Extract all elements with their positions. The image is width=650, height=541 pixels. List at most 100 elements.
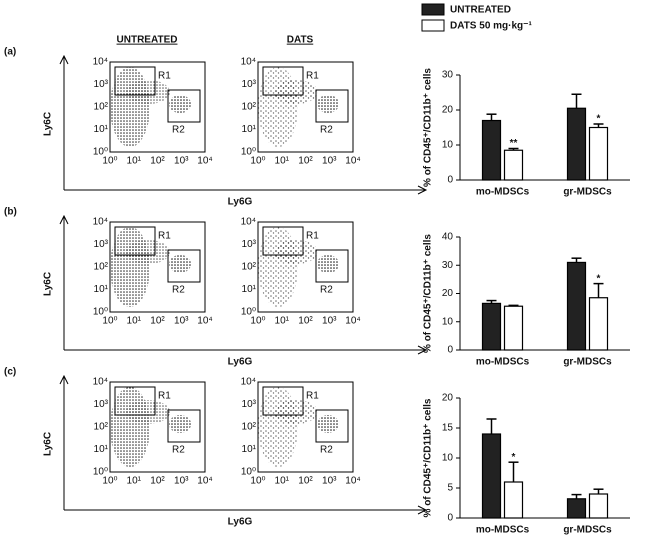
y-tick-label: 10⁴: [241, 377, 256, 388]
axis-arrow: [59, 214, 428, 355]
x-axis-label: Ly6G: [228, 197, 253, 208]
cell-cloud: [126, 400, 170, 424]
y-tick-label: 10³: [94, 79, 109, 90]
y-tick-label: 10⁴: [93, 377, 108, 388]
gate: [315, 409, 349, 443]
x-tick-label: 10⁴: [197, 156, 212, 167]
y-tick-label: 10¹: [94, 444, 109, 455]
y-tick-label: 10: [442, 140, 454, 151]
panel-label: (c): [4, 367, 16, 378]
y-tick-label: 0: [447, 175, 453, 186]
x-tick-label: 10²: [298, 316, 313, 327]
gate-label: R1: [306, 391, 319, 402]
x-tick-label: 10¹: [127, 316, 142, 327]
gate-label: R2: [172, 445, 185, 456]
gate-label: R1: [158, 391, 171, 402]
bar: [588, 493, 609, 519]
y-tick-label: 10¹: [242, 284, 257, 295]
y-tick-label: 5: [447, 483, 453, 494]
y-axis-label: % of CD45⁺/CD11b⁺ cells: [423, 398, 434, 517]
gate: [167, 249, 201, 283]
x-axis-label: Ly6G: [228, 517, 253, 528]
y-axis-label: % of CD45⁺/CD11b⁺ cells: [423, 234, 434, 353]
y-tick-label: 10⁰: [93, 467, 108, 478]
y-tick-label: 0: [447, 513, 453, 524]
bar: [503, 149, 524, 181]
cell-cluster: [169, 415, 191, 433]
legend-swatch: [421, 19, 445, 32]
y-tick-label: 10²: [242, 102, 257, 113]
gate-label: R1: [306, 231, 319, 242]
y-tick-label: 10²: [242, 422, 257, 433]
gate: [315, 89, 349, 123]
x-tick-label: gr-MDSCs: [563, 357, 612, 368]
y-tick-label: 10³: [242, 79, 257, 90]
cell-cloud: [274, 400, 318, 424]
y-tick-label: 10³: [242, 239, 257, 250]
legend-label: DATS 50 mg·kg⁻¹: [450, 21, 532, 32]
y-tick-label: 10⁴: [241, 217, 256, 228]
cell-cloud: [126, 240, 170, 264]
x-tick-label: 10⁰: [250, 156, 265, 167]
significance: *: [512, 452, 516, 463]
bar: [566, 107, 587, 181]
axis-arrow: [59, 54, 428, 195]
y-tick-label: 40: [442, 232, 454, 243]
significance: **: [510, 138, 518, 149]
x-tick-label: 10⁰: [102, 476, 117, 487]
x-tick-label: 10⁴: [197, 476, 212, 487]
y-tick-label: 10⁰: [241, 467, 256, 478]
x-tick-label: 10⁰: [250, 476, 265, 487]
y-tick-label: 10²: [242, 262, 257, 273]
cell-cluster: [317, 255, 339, 273]
x-tick-label: 10¹: [127, 156, 142, 167]
y-tick-label: 10¹: [242, 124, 257, 135]
y-tick-label: 10²: [94, 422, 109, 433]
y-tick-label: 30: [442, 70, 454, 81]
bar: [588, 297, 609, 351]
legend-swatch: [421, 3, 445, 16]
y-tick-label: 15: [442, 423, 454, 434]
y-tick-label: 10³: [94, 239, 109, 250]
gate-label: R2: [320, 125, 333, 136]
y-tick-label: 10¹: [94, 284, 109, 295]
cell-cloud: [258, 67, 298, 147]
gate: [167, 89, 201, 123]
x-tick-label: 10⁰: [102, 316, 117, 327]
gate: [114, 66, 156, 96]
column-title: UNTREATED: [117, 35, 178, 46]
y-tick-label: 10⁰: [241, 147, 256, 158]
bar: [588, 126, 609, 181]
y-tick-label: 10⁰: [93, 307, 108, 318]
panel-label: (b): [4, 207, 17, 218]
y-tick-label: 10⁴: [241, 57, 256, 68]
x-tick-label: 10¹: [275, 316, 290, 327]
y-axis-label: Ly6C: [43, 272, 54, 296]
x-tick-label: 10²: [298, 476, 313, 487]
gate-label: R1: [158, 71, 171, 82]
y-axis-label: % of CD45⁺/CD11b⁺ cells: [423, 68, 434, 187]
gate: [167, 409, 201, 443]
y-tick-label: 10³: [242, 399, 257, 410]
gate: [262, 66, 304, 96]
gate: [114, 386, 156, 416]
cell-cloud: [258, 227, 298, 307]
bar: [481, 433, 502, 519]
y-tick-label: 20: [442, 288, 454, 299]
bar: [503, 481, 524, 519]
legend-label: UNTREATED: [450, 5, 511, 16]
x-tick-label: 10²: [150, 476, 165, 487]
cell-cloud: [110, 227, 150, 307]
y-tick-label: 10⁴: [93, 217, 108, 228]
panel-label: (a): [4, 47, 16, 58]
y-tick-label: 30: [442, 260, 454, 271]
x-tick-label: 10⁴: [345, 476, 360, 487]
x-tick-label: 10⁴: [345, 156, 360, 167]
cell-cluster: [169, 255, 191, 273]
x-tick-label: 10¹: [275, 476, 290, 487]
y-tick-label: 10⁰: [93, 147, 108, 158]
cell-cluster: [317, 415, 339, 433]
x-tick-label: 10⁴: [197, 316, 212, 327]
x-tick-label: 10²: [150, 316, 165, 327]
gate: [262, 386, 304, 416]
